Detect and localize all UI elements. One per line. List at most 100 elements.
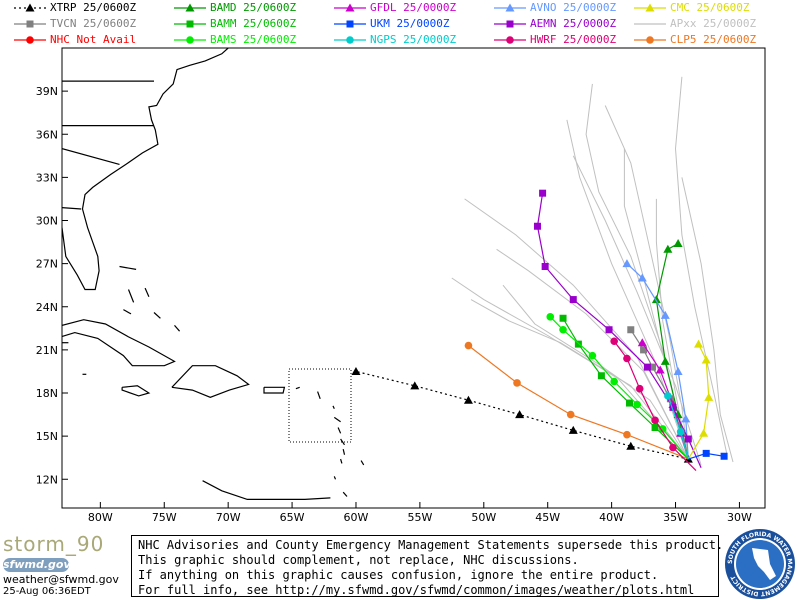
aemn-point — [533, 222, 541, 230]
legend-label: AVNO 25/0000Z — [530, 1, 617, 14]
aemn-point — [539, 189, 547, 197]
xtrp-point — [515, 410, 525, 419]
legend-symbol — [25, 3, 35, 12]
contact-email: weather@sfwmd.gov — [3, 573, 119, 586]
bams-point — [633, 400, 641, 409]
coastline — [62, 48, 229, 291]
legend-label: BAMM 25/0600Z — [210, 17, 297, 30]
legend-symbol — [186, 20, 194, 28]
coastline — [121, 385, 151, 397]
bamm-point — [574, 340, 582, 348]
coastline — [127, 289, 135, 303]
tvcn-point — [649, 363, 657, 371]
cmc-point — [704, 392, 714, 401]
bams-point — [610, 377, 618, 386]
legend-symbol — [346, 36, 354, 44]
x-tick-label: 65W — [280, 511, 305, 524]
bams-point — [559, 325, 567, 334]
legend-label: BAMS 25/0600Z — [210, 33, 297, 46]
aemn-point — [684, 435, 692, 443]
legend-label: NGPS 25/0000Z — [370, 33, 457, 46]
apxx-track-line — [604, 105, 689, 460]
coastline — [153, 312, 161, 319]
y-tick-label: 15N — [36, 430, 58, 443]
footer-brand: storm_90 sfwmd.gov weather@sfwmd.gov 25-… — [0, 530, 130, 600]
legend-label: CLP5 25/0600Z — [670, 33, 757, 46]
legend-label: HWRF 25/0000Z — [530, 33, 617, 46]
x-tick-label: 55W — [407, 511, 432, 524]
hwrf-point — [623, 354, 631, 363]
ukm-point — [720, 452, 728, 460]
coastline — [171, 365, 250, 398]
disclaimer-line: If anything on this graphic causes confu… — [138, 568, 659, 582]
apxx-track-line — [572, 155, 702, 466]
legend-label: TVCN 25/0600Z — [50, 17, 137, 30]
legend-label: BAMD 25/0600Z — [210, 1, 297, 14]
legend-symbol — [645, 3, 655, 12]
coastlines — [62, 48, 365, 500]
legend-marker — [14, 20, 46, 28]
bams-point — [588, 351, 597, 360]
axis-ticks: 80W 75W 70W 65W 60W 55W 50W 45W 40W 35W 30W 12N 15N 1… — [36, 85, 752, 524]
ukm-point — [702, 449, 710, 457]
legend: XTRP 25/0600Z BAMD 25/0600Z GFDL 25/0000Z A… — [0, 0, 800, 48]
y-tick-label: 21N — [36, 344, 58, 357]
legend-marker — [334, 20, 366, 28]
legend-symbol — [646, 36, 654, 44]
bamm-point — [559, 314, 567, 322]
legend-symbol — [506, 36, 514, 44]
disclaimer-line: For full info, see http://my.sfwmd.gov/s… — [138, 583, 695, 597]
legend-marker — [14, 36, 46, 44]
ngps-point — [664, 392, 672, 400]
legend-marker — [634, 3, 666, 12]
sfwmd-logo: sfwmd.gov — [3, 558, 71, 572]
bams-point — [546, 313, 555, 321]
y-tick-label: 36N — [36, 128, 58, 141]
apxx-track-line — [674, 76, 728, 454]
apxx-track-line — [464, 198, 689, 460]
apxx-track-line — [451, 277, 689, 460]
coastline — [333, 416, 341, 423]
legend-marker — [174, 20, 206, 28]
sfwmd-seal-icon: SOUTH FLORIDA WATER MANAGEMENT DISTRICT — [725, 529, 795, 599]
coastline — [174, 325, 181, 332]
disclaimer-box: NHC Advisories and County Emergency Mana… — [131, 535, 723, 597]
cmc-point — [701, 355, 711, 364]
bamd-point — [663, 244, 673, 253]
coastline — [342, 448, 346, 455]
bamm-point — [651, 424, 659, 431]
legend-label: NHC Not Avail — [50, 33, 137, 46]
aemn-point — [605, 326, 613, 334]
clp5-point — [566, 410, 575, 419]
hwrf-point — [635, 384, 644, 393]
legend-symbol — [26, 36, 34, 44]
bamd-point — [651, 295, 661, 304]
gfdl-point — [655, 365, 665, 374]
coastline — [295, 386, 300, 390]
aemn-point — [541, 263, 549, 270]
avno-point — [673, 366, 683, 375]
x-tick-label: 70W — [216, 511, 241, 524]
map-frame — [61, 47, 766, 509]
x-tick-label: 45W — [535, 511, 560, 524]
bamd-point — [660, 356, 670, 365]
storm-name: storm_90 — [3, 532, 105, 556]
legend-marker — [494, 36, 526, 44]
bamd-point — [673, 239, 683, 247]
legend-marker — [494, 3, 526, 12]
clp5-point — [464, 341, 473, 350]
coastline — [62, 207, 82, 210]
legend-marker — [634, 36, 666, 44]
y-tick-label: 12N — [36, 473, 58, 486]
legend-symbol — [345, 3, 355, 12]
legend-marker — [634, 23, 666, 25]
legend-label: XTRP 25/0600Z — [50, 1, 137, 14]
y-tick-label: 30N — [36, 215, 58, 228]
coastline — [263, 386, 286, 394]
avno-point — [660, 310, 670, 319]
coastline — [332, 405, 335, 410]
legend-symbol — [26, 20, 34, 28]
legend-marker — [14, 3, 46, 12]
legend-marker — [334, 3, 366, 12]
avno-track-line — [626, 263, 689, 460]
